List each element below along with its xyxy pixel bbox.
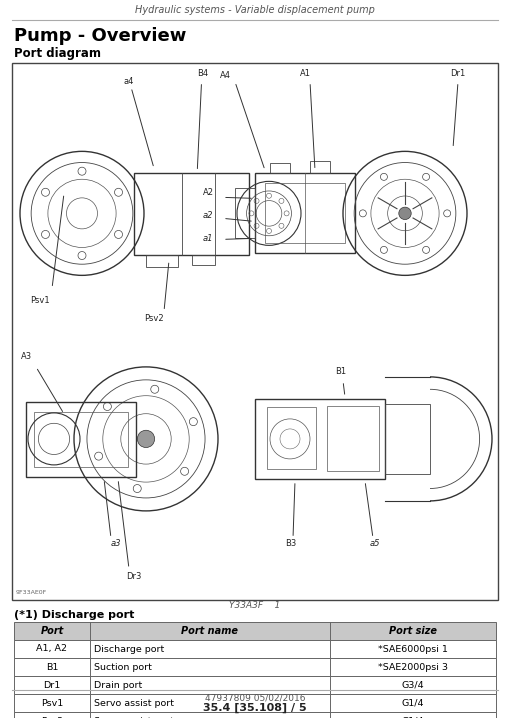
Text: 9F33AE0F: 9F33AE0F (16, 590, 47, 595)
Text: Dr3: Dr3 (126, 572, 141, 581)
Text: Psv2: Psv2 (144, 314, 163, 323)
Bar (265, 183, 344, 243)
Text: Port diagram: Port diagram (14, 47, 101, 60)
Text: Port: Port (40, 626, 64, 636)
Text: Dr1: Dr1 (449, 70, 464, 78)
Bar (34, 412, 128, 467)
Text: Hydraulic systems - Variable displacement pump: Hydraulic systems - Variable displacemen… (135, 5, 374, 15)
Text: Suction port: Suction port (94, 663, 152, 671)
Bar (254, 173, 354, 253)
Text: G3/4: G3/4 (401, 681, 423, 689)
Text: A2: A2 (203, 188, 214, 197)
Bar (309, 162, 329, 173)
Bar (254, 399, 384, 479)
Text: a3: a3 (111, 539, 121, 549)
Bar (14, 676, 495, 694)
Bar (326, 406, 378, 471)
Bar (384, 404, 429, 474)
Text: Port size: Port size (388, 626, 436, 636)
Bar (269, 164, 290, 173)
Text: A3: A3 (21, 352, 32, 361)
Text: A1: A1 (299, 70, 310, 78)
Text: a4: a4 (124, 78, 134, 86)
Bar (14, 694, 495, 712)
Circle shape (398, 208, 410, 220)
Text: Psv1: Psv1 (30, 297, 49, 305)
Text: a5: a5 (369, 539, 380, 549)
Text: G1/4: G1/4 (401, 699, 423, 707)
Bar (14, 640, 495, 658)
Bar (235, 188, 254, 238)
Text: a1: a1 (203, 234, 213, 243)
Text: B3: B3 (285, 539, 296, 549)
Text: Psv2: Psv2 (41, 717, 63, 718)
Text: *SAE2000psi 3: *SAE2000psi 3 (377, 663, 447, 671)
Text: B1: B1 (334, 367, 346, 376)
Bar (14, 712, 495, 718)
Bar (267, 407, 316, 469)
Text: B4: B4 (196, 70, 207, 78)
Text: B1: B1 (46, 663, 58, 671)
Text: 47937809 05/02/2016: 47937809 05/02/2016 (204, 694, 305, 702)
Text: Y33A3F    1: Y33A3F 1 (229, 602, 280, 610)
Bar (145, 256, 177, 267)
Text: Dr1: Dr1 (43, 681, 61, 689)
Bar (12, 63, 497, 600)
Text: Discharge port: Discharge port (94, 645, 164, 653)
Text: A4: A4 (219, 71, 231, 80)
Bar (14, 622, 495, 640)
Bar (134, 173, 248, 256)
Text: Psv1: Psv1 (41, 699, 63, 707)
Text: G1/4: G1/4 (401, 717, 423, 718)
Text: Pump - Overview: Pump - Overview (14, 27, 186, 45)
Text: Port name: Port name (181, 626, 238, 636)
Text: *SAE6000psi 1: *SAE6000psi 1 (377, 645, 447, 653)
Text: a2: a2 (203, 211, 213, 220)
Bar (191, 256, 214, 266)
Text: Drain port: Drain port (94, 681, 142, 689)
Bar (14, 658, 495, 676)
Text: (*1) Discharge port: (*1) Discharge port (14, 610, 134, 620)
Text: Servo assist port: Servo assist port (94, 717, 174, 718)
Bar (26, 402, 136, 477)
Text: Servo assist port: Servo assist port (94, 699, 174, 707)
Text: A1, A2: A1, A2 (37, 645, 67, 653)
Circle shape (137, 430, 154, 447)
Text: 35.4 [35.108] / 5: 35.4 [35.108] / 5 (203, 703, 306, 713)
